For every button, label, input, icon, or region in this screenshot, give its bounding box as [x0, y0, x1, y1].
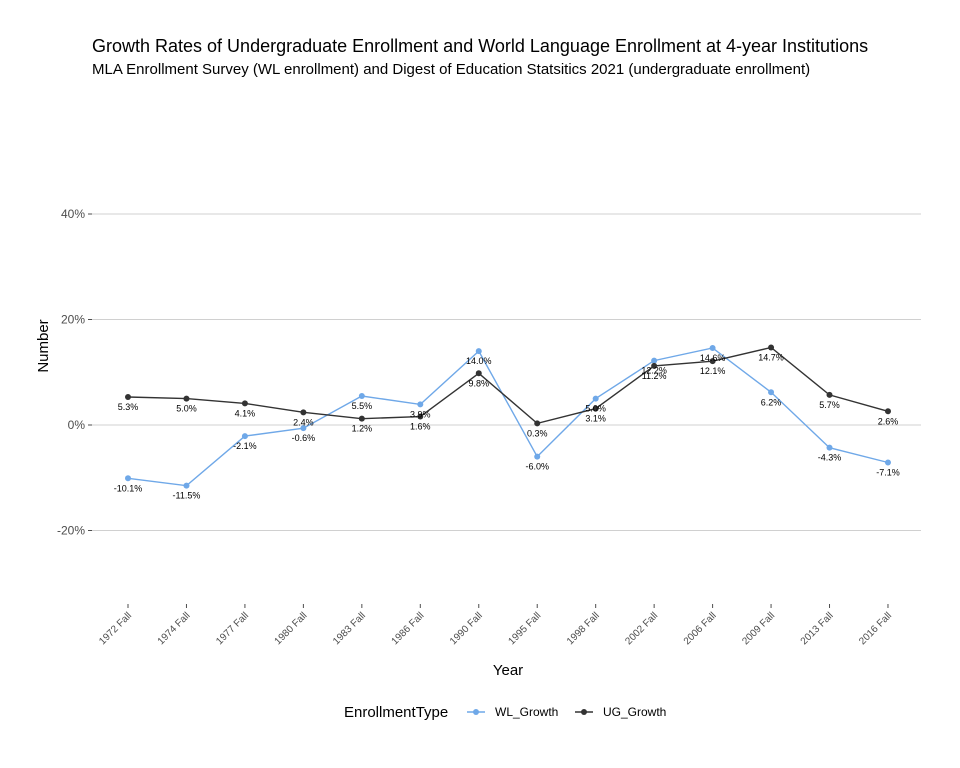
data-label-UG_Growth: 11.2% [642, 371, 667, 381]
data-point-WL_Growth [709, 344, 716, 351]
data-label-WL_Growth: -7.1% [876, 467, 900, 477]
chart-subtitle: MLA Enrollment Survey (WL enrollment) an… [92, 61, 811, 78]
data-label-UG_Growth: 2.6% [878, 416, 899, 426]
x-tick-label: 2006 Fall [682, 610, 719, 647]
y-tick-label: 20% [61, 313, 85, 327]
gridlines [92, 213, 921, 531]
data-point-UG_Growth [358, 415, 365, 422]
x-tick-label: 1974 Fall [156, 610, 193, 647]
data-label-WL_Growth: -0.6% [292, 433, 316, 443]
data-label-WL_Growth: -11.5% [173, 491, 201, 501]
data-label-WL_Growth: 3.9% [410, 409, 431, 419]
data-label-WL_Growth: -10.1% [114, 483, 143, 493]
legend-key-point [581, 709, 587, 715]
data-point-UG_Growth [884, 408, 891, 415]
data-point-WL_Growth [651, 357, 658, 364]
legend-label-WL_Growth: WL_Growth [495, 705, 558, 719]
data-label-WL_Growth: 5.5% [352, 401, 373, 411]
data-point-WL_Growth [884, 459, 891, 466]
y-axis: -20% 0% 20% 40% [57, 207, 92, 538]
y-tick-label: 40% [61, 207, 85, 221]
data-label-WL_Growth: 14.0% [466, 356, 492, 366]
data-point-WL_Growth [534, 453, 541, 460]
x-axis: 1972 Fall 1974 Fall 1977 Fall 1980 Fall 1983… [97, 604, 894, 647]
legend-label-UG_Growth: UG_Growth [603, 705, 666, 719]
x-tick-label: 2002 Fall [623, 610, 660, 647]
data-labels: -10.1% -11.5% -2.1% -0.6% 5.5% 3.9% 14.0% -6.0%… [114, 352, 900, 500]
data-label-UG_Growth: 1.2% [352, 424, 373, 434]
data-label-WL_Growth: -6.0% [525, 462, 549, 472]
data-point-WL_Growth [125, 475, 131, 482]
legend: EnrollmentType WL_Growth UG_Growth [344, 704, 666, 721]
data-label-UG_Growth: 2.4% [293, 417, 314, 427]
data-point-WL_Growth [241, 433, 248, 440]
data-label-UG_Growth: 9.8% [469, 378, 490, 388]
data-label-WL_Growth: -4.3% [818, 453, 842, 463]
data-label-WL_Growth: 6.2% [761, 397, 782, 407]
legend-key-point [473, 709, 479, 715]
data-point-UG_Growth [592, 405, 599, 412]
x-tick-label: 1977 Fall [214, 610, 251, 647]
data-label-UG_Growth: 1.6% [410, 422, 431, 432]
data-label-WL_Growth: 5.0% [585, 404, 606, 414]
x-tick-label: 2016 Fall [857, 610, 894, 647]
data-point-WL_Growth [592, 395, 599, 402]
data-point-UG_Growth [826, 391, 833, 398]
data-point-UG_Growth [125, 394, 131, 401]
data-point-WL_Growth [300, 425, 307, 432]
y-tick-label: -20% [57, 524, 85, 538]
data-point-UG_Growth [300, 409, 307, 416]
data-label-WL_Growth: 12.2% [641, 366, 667, 376]
x-tick-label: 1995 Fall [506, 610, 543, 647]
data-point-WL_Growth [826, 444, 833, 451]
data-label-UG_Growth: 5.3% [118, 402, 139, 412]
chart-title: Growth Rates of Undergraduate Enrollment… [92, 36, 869, 56]
x-tick-label: 1980 Fall [273, 610, 310, 647]
data-label-UG_Growth: 5.0% [176, 404, 197, 414]
x-tick-label: 2013 Fall [799, 610, 836, 647]
data-label-UG_Growth: 5.7% [819, 400, 840, 410]
data-point-WL_Growth [768, 389, 775, 396]
data-point-WL_Growth [358, 392, 365, 399]
x-tick-label: 1998 Fall [565, 610, 602, 647]
y-axis-title: Number [35, 319, 52, 372]
data-point-UG_Growth [709, 358, 716, 365]
series-line-UG_Growth [127, 346, 889, 425]
data-label-UG_Growth: 14.7% [758, 352, 784, 362]
data-label-WL_Growth: 14.6% [700, 353, 726, 363]
data-point-UG_Growth [183, 395, 190, 402]
series-line-WL_Growth [127, 347, 889, 487]
x-tick-label: 2009 Fall [740, 610, 777, 647]
data-point-WL_Growth [417, 401, 424, 408]
data-label-WL_Growth: -2.1% [233, 441, 257, 451]
x-tick-label: 1990 Fall [448, 610, 485, 647]
data-point-UG_Growth [768, 344, 775, 351]
x-axis-title: Year [493, 662, 523, 679]
x-tick-label: 1972 Fall [97, 610, 134, 647]
data-point-WL_Growth [475, 348, 482, 355]
data-point-UG_Growth [651, 362, 658, 369]
y-tick-label: 0% [68, 418, 86, 432]
series-lines [127, 346, 889, 487]
data-label-UG_Growth: 3.1% [585, 414, 606, 424]
data-point-UG_Growth [475, 370, 482, 377]
data-point-UG_Growth [241, 400, 248, 407]
data-point-WL_Growth [183, 482, 190, 489]
legend-title: EnrollmentType [344, 704, 448, 721]
data-point-UG_Growth [417, 413, 424, 420]
x-tick-label: 1986 Fall [390, 610, 427, 647]
data-point-UG_Growth [534, 420, 541, 427]
x-tick-label: 1983 Fall [331, 610, 368, 647]
data-label-UG_Growth: 4.1% [235, 408, 256, 418]
series-points [125, 344, 891, 489]
data-label-UG_Growth: 12.1% [700, 366, 726, 376]
data-label-UG_Growth: 0.3% [527, 428, 548, 438]
